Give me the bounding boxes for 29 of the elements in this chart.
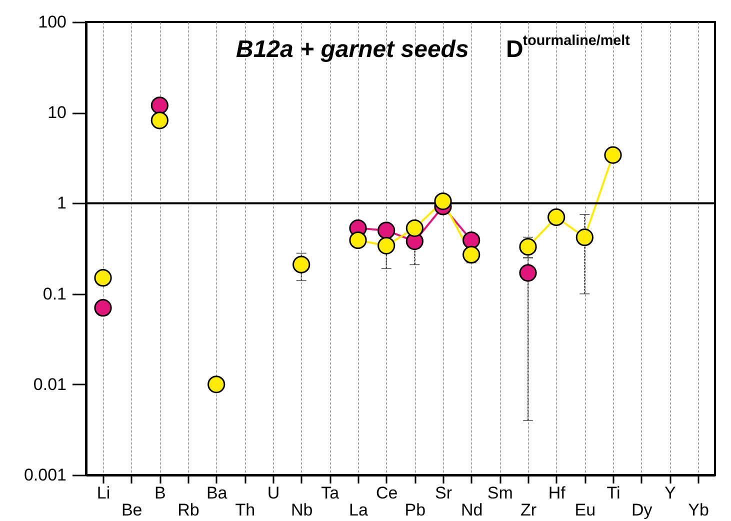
x-tick-label: Th [235, 500, 256, 520]
x-tick-label: Ba [206, 484, 228, 502]
x-tick-label: Yb [688, 500, 709, 520]
x-tick-label: Zr [520, 500, 537, 520]
y-tick-label: 0.001 [24, 466, 66, 484]
y-tick-label: 0.01 [33, 374, 66, 394]
x-tick-label: Dy [631, 500, 653, 520]
x-tick-label: Sm [487, 484, 513, 502]
x-tick-label: Ti [606, 484, 620, 502]
y-tick-label: 0.1 [42, 284, 66, 304]
x-tick-label: Hf [548, 484, 566, 502]
x-tick-label: Ta [321, 484, 340, 502]
x-tick-label: Be [121, 500, 142, 520]
y-tick-label: 10 [48, 103, 66, 122]
x-tick-label: Y [664, 484, 676, 502]
x-tick-label: B [154, 484, 166, 502]
x-tick-label: Sr [435, 484, 452, 502]
x-tick-label: Nd [460, 500, 483, 520]
x-tick-label: Eu [574, 500, 596, 520]
x-tick-label: Rb [178, 500, 200, 520]
y-tick-label: 1 [57, 194, 66, 213]
y-tick-label: 100 [38, 12, 66, 32]
x-tick-label: Li [96, 484, 110, 502]
x-tick-label: Ce [376, 484, 398, 502]
x-tick-label: La [349, 500, 368, 520]
x-tick-label: U [267, 484, 280, 502]
x-tick-label: Nb [290, 500, 313, 520]
x-tick-label: Pb [404, 500, 426, 520]
annotation: B12a + garnet seeds [236, 36, 469, 63]
